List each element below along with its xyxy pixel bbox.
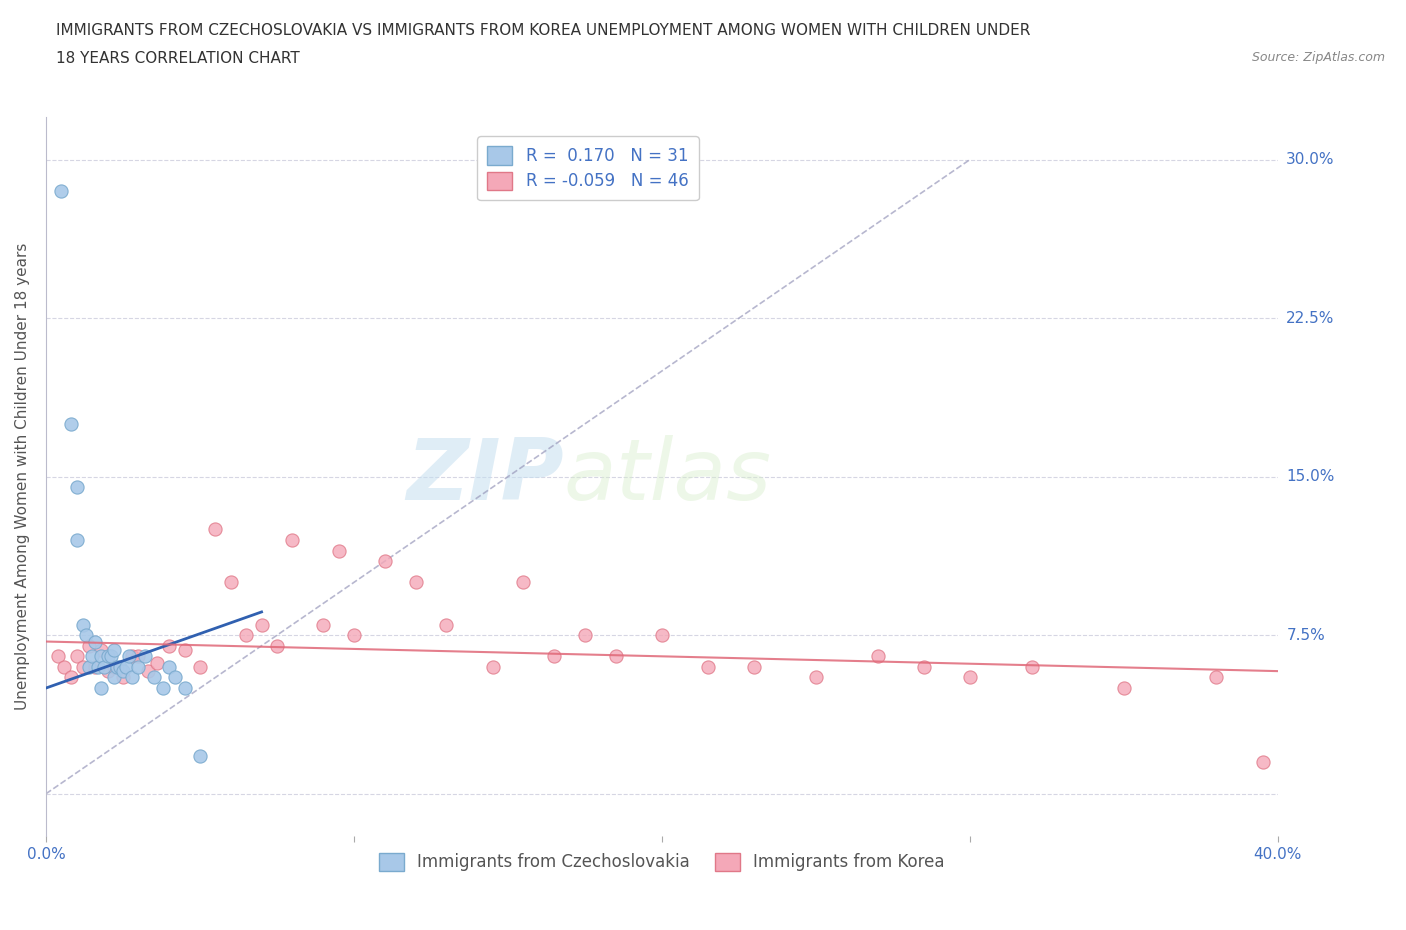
Point xyxy=(912,659,935,674)
Point xyxy=(93,659,115,674)
Text: 22.5%: 22.5% xyxy=(1286,311,1334,325)
Point xyxy=(90,649,112,664)
Point xyxy=(118,649,141,664)
Point xyxy=(90,681,112,696)
Point xyxy=(97,664,120,679)
Point xyxy=(51,184,73,199)
Point xyxy=(250,618,273,632)
Point xyxy=(77,638,100,653)
Point xyxy=(142,670,165,684)
Point xyxy=(127,649,149,664)
Point xyxy=(697,659,720,674)
Point xyxy=(959,670,981,684)
Text: atlas: atlas xyxy=(564,435,772,518)
Point xyxy=(90,643,112,658)
Point xyxy=(866,649,889,664)
Point xyxy=(108,659,131,674)
Point xyxy=(1205,670,1227,684)
Text: 0.0%: 0.0% xyxy=(27,847,65,862)
Point xyxy=(219,575,242,590)
Text: IMMIGRANTS FROM CZECHOSLOVAKIA VS IMMIGRANTS FROM KOREA UNEMPLOYMENT AMONG WOMEN: IMMIGRANTS FROM CZECHOSLOVAKIA VS IMMIGR… xyxy=(56,23,1031,38)
Point xyxy=(173,643,195,658)
Point xyxy=(136,664,159,679)
Point xyxy=(66,533,89,548)
Point xyxy=(105,659,128,674)
Point xyxy=(59,417,82,432)
Point xyxy=(343,628,366,643)
Text: 40.0%: 40.0% xyxy=(1254,847,1302,862)
Text: Source: ZipAtlas.com: Source: ZipAtlas.com xyxy=(1251,51,1385,64)
Point xyxy=(66,649,89,664)
Point xyxy=(157,659,180,674)
Point xyxy=(121,670,143,684)
Text: ZIP: ZIP xyxy=(406,435,564,518)
Point xyxy=(173,681,195,696)
Point xyxy=(165,670,187,684)
Point xyxy=(405,575,427,590)
Point xyxy=(804,670,827,684)
Point xyxy=(312,618,335,632)
Point xyxy=(121,649,143,664)
Point xyxy=(235,628,257,643)
Point xyxy=(512,575,534,590)
Point xyxy=(651,628,673,643)
Point xyxy=(103,643,125,658)
Point xyxy=(481,659,503,674)
Text: 15.0%: 15.0% xyxy=(1286,469,1334,485)
Text: 18 YEARS CORRELATION CHART: 18 YEARS CORRELATION CHART xyxy=(56,51,299,66)
Point xyxy=(574,628,596,643)
Point xyxy=(46,649,69,664)
Point xyxy=(744,659,766,674)
Point xyxy=(103,659,125,674)
Y-axis label: Unemployment Among Women with Children Under 18 years: Unemployment Among Women with Children U… xyxy=(15,243,30,711)
Point xyxy=(188,749,211,764)
Point xyxy=(1021,659,1043,674)
Point xyxy=(87,659,110,674)
Point xyxy=(134,649,156,664)
Point xyxy=(328,543,350,558)
Point xyxy=(146,656,169,671)
Point xyxy=(97,649,120,664)
Point xyxy=(103,670,125,684)
Point xyxy=(115,659,138,674)
Point xyxy=(266,638,288,653)
Point xyxy=(188,659,211,674)
Point xyxy=(127,659,149,674)
Point xyxy=(152,681,174,696)
Point xyxy=(66,480,89,495)
Point xyxy=(434,618,457,632)
Point xyxy=(84,634,107,649)
Point xyxy=(75,628,97,643)
Point xyxy=(157,638,180,653)
Point xyxy=(204,522,226,537)
Point xyxy=(374,553,396,568)
Text: 30.0%: 30.0% xyxy=(1286,153,1334,167)
Point xyxy=(59,670,82,684)
Point xyxy=(82,649,104,664)
Point xyxy=(111,670,134,684)
Text: 7.5%: 7.5% xyxy=(1286,628,1324,643)
Point xyxy=(1251,754,1274,769)
Legend: Immigrants from Czechoslovakia, Immigrants from Korea: Immigrants from Czechoslovakia, Immigran… xyxy=(373,846,952,878)
Point xyxy=(84,659,107,674)
Point xyxy=(53,659,76,674)
Point xyxy=(100,649,122,664)
Point xyxy=(72,618,94,632)
Point xyxy=(543,649,565,664)
Point xyxy=(605,649,627,664)
Point xyxy=(111,664,134,679)
Point xyxy=(1112,681,1135,696)
Point xyxy=(72,659,94,674)
Point xyxy=(77,659,100,674)
Point xyxy=(281,533,304,548)
